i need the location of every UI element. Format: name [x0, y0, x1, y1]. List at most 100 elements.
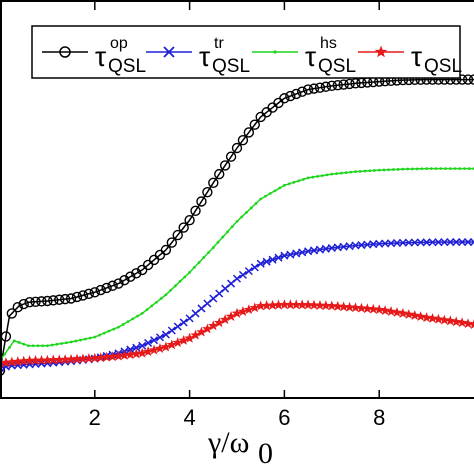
data-point-2-37: [173, 284, 177, 288]
data-point-3-46: [267, 299, 278, 310]
data-point-3-47: [273, 299, 284, 310]
data-point-2-35: [164, 293, 168, 297]
data-point-2-27: [126, 320, 130, 324]
data-point-1-69: [404, 238, 413, 247]
data-point-0-60: [350, 78, 361, 89]
data-point-2-78: [368, 169, 372, 173]
data-point-2-21: [98, 333, 101, 337]
data-point-1-44: [256, 259, 265, 268]
data-point-0-11: [59, 293, 71, 305]
legend-tau-qsl: τ: [411, 41, 422, 72]
data-point-3-40: [231, 307, 243, 318]
data-point-3-71: [415, 311, 426, 322]
data-point-3-78: [456, 317, 468, 328]
data-point-3-27: [154, 343, 166, 354]
data-point-2-79: [373, 169, 376, 172]
data-point-2-22: [102, 331, 106, 335]
data-point-0-43: [249, 119, 260, 130]
data-point-0-22: [125, 271, 136, 282]
data-point-3-67: [391, 306, 403, 317]
data-point-2-4: [17, 341, 21, 344]
data-point-0-50: [291, 88, 302, 100]
data-point-1-23: [132, 343, 141, 352]
data-point-2-70: [330, 172, 334, 176]
data-point-2-7: [31, 344, 35, 348]
data-point-0-52: [302, 84, 314, 95]
data-point-2-18: [83, 337, 87, 341]
data-point-3-55: [320, 300, 332, 311]
data-point-3-73: [427, 312, 438, 323]
data-point-2-34: [159, 297, 163, 300]
data-point-1-72: [422, 238, 431, 247]
data-point-2-59: [278, 186, 282, 190]
data-point-0-31: [178, 222, 189, 233]
data-point-1-48: [280, 251, 289, 260]
data-point-2-20: [93, 335, 97, 339]
data-point-2-44: [207, 251, 210, 254]
data-point-0-78: [456, 74, 468, 85]
data-point-1-49: [286, 250, 295, 259]
data-point-3-66: [385, 306, 397, 317]
data-point-2-12: [55, 342, 59, 346]
data-point-1-25: [144, 338, 153, 347]
data-point-0-32: [184, 214, 195, 226]
data-point-3-51: [296, 299, 308, 310]
data-point-0-30: [172, 229, 183, 241]
data-point-2-9: [41, 344, 45, 348]
data-point-2-94: [444, 167, 447, 171]
data-point-3-76: [445, 315, 456, 326]
axes-layer: [0, 0, 474, 399]
data-point-2-45: [211, 246, 215, 249]
data-point-3-36: [208, 320, 219, 331]
data-point-0-15: [83, 288, 95, 300]
data-point-3-38: [219, 314, 231, 325]
data-point-2-62: [292, 180, 296, 184]
data-point-3-79: [462, 318, 474, 329]
data-point-2-52: [245, 211, 248, 214]
data-point-3-25: [142, 346, 154, 357]
data-point-0-2: [6, 308, 18, 319]
data-point-2-90: [425, 167, 428, 171]
data-point-0-40: [231, 142, 243, 154]
data-point-2-61: [287, 182, 291, 186]
data-point-3-48: [279, 299, 290, 310]
data-point-2-39: [183, 275, 187, 279]
data-point-2-36: [169, 288, 173, 292]
x-tick-label-8: 8: [373, 405, 385, 430]
data-point-3-80: [468, 319, 474, 330]
series-0: [0, 74, 474, 376]
data-point-2-42: [197, 261, 201, 264]
data-point-0-6: [30, 296, 41, 307]
data-point-2-23: [107, 329, 111, 333]
data-point-3-60: [350, 302, 361, 313]
data-point-3-45: [261, 300, 272, 311]
legend-marker-circle: [59, 46, 71, 58]
data-point-0-41: [237, 135, 249, 146]
data-point-2-16: [74, 339, 78, 343]
data-point-0-56: [326, 80, 337, 92]
data-point-2-97: [458, 167, 462, 171]
data-point-3-59: [344, 301, 355, 312]
data-point-2-31: [145, 308, 149, 312]
data-point-0-29: [166, 237, 178, 248]
data-point-2-88: [415, 167, 419, 171]
data-point-1-24: [138, 341, 147, 350]
data-point-2-91: [429, 167, 433, 171]
data-point-0-34: [196, 196, 207, 207]
data-point-0-49: [285, 90, 296, 102]
data-point-0-14: [77, 290, 89, 301]
data-point-2-50: [235, 219, 239, 223]
data-point-3-39: [225, 311, 237, 321]
data-point-3-2: [6, 356, 18, 367]
data-point-1-71: [416, 238, 425, 247]
data-point-3-21: [119, 349, 130, 360]
data-point-3-24: [136, 347, 148, 358]
data-point-3-34: [196, 326, 207, 337]
legend-item-qsl: τ QSL: [358, 41, 462, 77]
data-point-3-23: [131, 348, 142, 359]
data-point-3-52: [302, 299, 314, 310]
data-point-0-20: [113, 278, 124, 289]
legend-sup-hs: hs: [320, 35, 337, 52]
data-point-3-64: [373, 304, 385, 315]
